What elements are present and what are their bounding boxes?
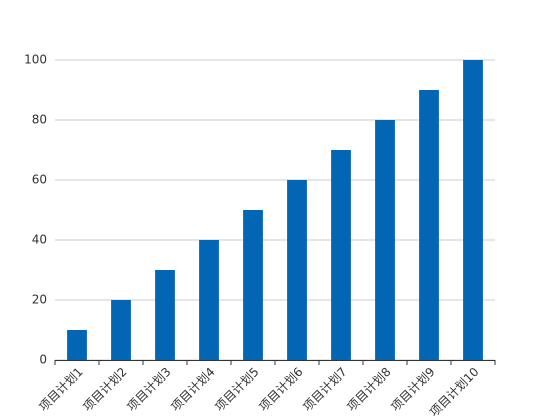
bar bbox=[111, 300, 131, 360]
bar bbox=[463, 60, 483, 360]
x-tick-label: 项目计划5 bbox=[212, 365, 261, 414]
bar bbox=[199, 240, 219, 360]
bar bbox=[419, 90, 439, 360]
bar bbox=[331, 150, 351, 360]
y-tick-label: 60 bbox=[32, 173, 47, 187]
bar bbox=[243, 210, 263, 360]
y-tick-label: 80 bbox=[32, 113, 47, 127]
x-tick-label: 项目计划1 bbox=[36, 365, 85, 414]
x-tick-label: 项目计划4 bbox=[168, 365, 217, 414]
x-tick-label: 项目计划8 bbox=[344, 365, 393, 414]
y-tick-label: 40 bbox=[32, 233, 47, 247]
y-tick-label: 20 bbox=[32, 293, 47, 307]
bar bbox=[67, 330, 87, 360]
bar bbox=[155, 270, 175, 360]
bar bbox=[287, 180, 307, 360]
x-tick-label: 项目计划2 bbox=[80, 365, 129, 414]
y-tick-label: 0 bbox=[39, 353, 47, 367]
bar bbox=[375, 120, 395, 360]
x-tick-label: 项目计划7 bbox=[300, 365, 349, 414]
x-tick-label: 项目计划3 bbox=[124, 365, 173, 414]
y-tick-label: 100 bbox=[24, 53, 47, 67]
x-tick-label: 项目计划6 bbox=[256, 365, 305, 414]
